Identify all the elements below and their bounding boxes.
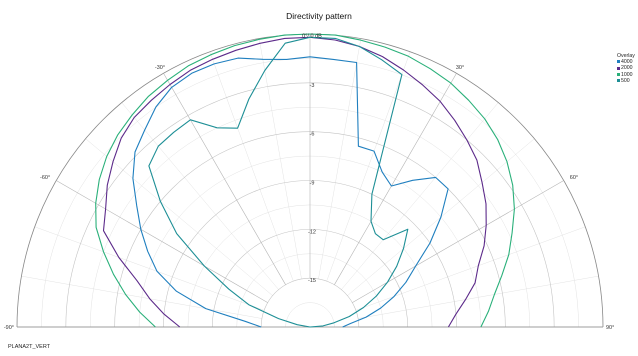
series-line-1000 — [95, 33, 515, 328]
chart-title: Directivity pattern — [286, 11, 352, 21]
legend-label: 1000 — [621, 71, 633, 78]
angle-label: -30° — [155, 65, 165, 71]
angle-label: 90° — [606, 325, 614, 331]
series-line-500 — [148, 36, 409, 328]
major-grid — [16, 33, 604, 328]
center-label: 0°/ 0 dB — [302, 34, 322, 40]
legend-swatch — [617, 60, 620, 64]
radial-tick-label: -15 — [308, 278, 316, 284]
radial-tick-label: -12 — [308, 229, 316, 235]
legend-item-4000: 4000 — [617, 59, 635, 65]
angle-label: 60° — [570, 175, 578, 181]
legend-swatch — [617, 72, 620, 76]
file-label: PLANA2T_VERT — [8, 344, 51, 350]
major-spoke — [56, 180, 268, 303]
label-layer: -3 -6 -9 -12 -15 0°/ 0 dB -90° -60° -30° 30° 60° 90… — [4, 34, 614, 332]
legend-items: 4000 2000 1000 500 — [617, 59, 635, 84]
legend: Overlay 4000 2000 1000 500 — [617, 53, 635, 84]
legend-title: Overlay — [617, 53, 635, 59]
major-spoke — [163, 73, 286, 285]
legend-swatch — [617, 66, 620, 70]
legend-swatch — [617, 78, 620, 82]
legend-label: 2000 — [621, 65, 633, 72]
legend-item-500: 500 — [617, 78, 635, 84]
major-spoke — [334, 73, 457, 285]
legend-item-1000: 1000 — [617, 72, 635, 78]
legend-label: 500 — [621, 77, 630, 84]
radial-tick-label: -6 — [310, 132, 315, 138]
series-line-4000 — [132, 56, 449, 328]
radial-tick-label: -9 — [310, 181, 315, 187]
legend-label: 4000 — [621, 59, 633, 66]
angle-label: -60° — [40, 175, 50, 181]
minor-ring — [285, 302, 335, 328]
angle-label: -90° — [4, 325, 14, 331]
series-layer — [95, 33, 515, 328]
angle-label: 30° — [456, 65, 464, 71]
legend-item-2000: 2000 — [617, 65, 635, 71]
radial-tick-label: -3 — [310, 83, 315, 89]
major-ring — [260, 278, 360, 328]
